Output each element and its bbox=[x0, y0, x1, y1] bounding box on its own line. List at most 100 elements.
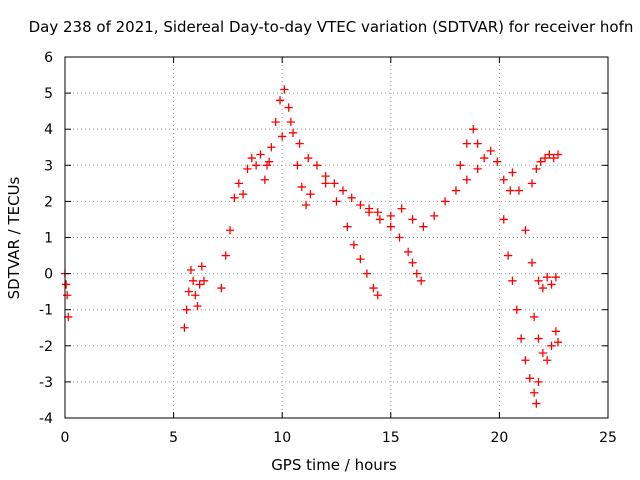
data-point bbox=[512, 305, 521, 314]
y-tick-label: 4 bbox=[44, 122, 53, 138]
data-point bbox=[538, 348, 547, 358]
series-8 bbox=[386, 222, 426, 285]
data-point bbox=[551, 273, 561, 282]
data-point bbox=[508, 168, 517, 177]
series-2 bbox=[180, 262, 209, 332]
series-12 bbox=[527, 150, 563, 188]
data-point bbox=[343, 222, 352, 231]
data-point bbox=[356, 200, 365, 210]
y-axis-title: SDTVAR / TECUs bbox=[5, 176, 23, 299]
data-point bbox=[321, 179, 330, 188]
data-point bbox=[540, 153, 550, 163]
data-point bbox=[530, 312, 539, 322]
data-point bbox=[364, 208, 374, 217]
data-point bbox=[375, 215, 385, 224]
data-point bbox=[538, 283, 547, 293]
data-point bbox=[262, 161, 272, 170]
data-point bbox=[386, 211, 395, 220]
data-point bbox=[64, 312, 73, 322]
data-point bbox=[182, 305, 191, 314]
data-point bbox=[397, 204, 406, 213]
data-point bbox=[199, 276, 209, 285]
data-point bbox=[469, 125, 478, 134]
data-point bbox=[499, 175, 508, 184]
data-points bbox=[60, 85, 563, 408]
x-tick-label: 20 bbox=[490, 430, 508, 446]
data-point bbox=[543, 356, 552, 365]
data-point bbox=[251, 161, 261, 170]
data-point bbox=[480, 153, 489, 163]
y-tick-label: -3 bbox=[39, 375, 53, 391]
data-point bbox=[486, 146, 495, 156]
data-point bbox=[543, 273, 552, 282]
data-point bbox=[412, 269, 422, 278]
data-point bbox=[238, 190, 248, 199]
data-point bbox=[532, 399, 541, 408]
data-point bbox=[288, 128, 298, 137]
data-point bbox=[195, 280, 204, 289]
y-tick-label: 2 bbox=[44, 194, 53, 210]
data-point bbox=[373, 208, 382, 217]
data-point bbox=[534, 276, 543, 285]
data-point bbox=[527, 179, 537, 188]
data-point bbox=[404, 247, 413, 257]
data-point bbox=[221, 251, 230, 260]
data-point bbox=[234, 179, 243, 188]
data-point bbox=[260, 175, 269, 184]
data-point bbox=[280, 85, 289, 94]
data-point bbox=[61, 280, 71, 289]
data-point bbox=[525, 374, 534, 383]
data-point bbox=[408, 258, 417, 267]
series-3 bbox=[217, 150, 274, 293]
data-point bbox=[516, 334, 526, 343]
data-point bbox=[456, 161, 465, 170]
data-point bbox=[267, 143, 276, 152]
y-tick-label: -2 bbox=[39, 339, 53, 355]
data-point bbox=[256, 150, 265, 159]
data-point bbox=[180, 323, 189, 332]
data-point bbox=[451, 186, 461, 195]
series-6 bbox=[321, 179, 382, 300]
data-point bbox=[521, 226, 530, 235]
data-point bbox=[356, 255, 365, 264]
data-point bbox=[547, 341, 556, 350]
data-point bbox=[506, 186, 515, 195]
data-point bbox=[417, 276, 426, 285]
data-point bbox=[243, 164, 252, 174]
chart-title: Day 238 of 2021, Sidereal Day-to-day VTE… bbox=[29, 18, 634, 36]
y-tick-label: 3 bbox=[44, 158, 53, 174]
y-tick-label: 6 bbox=[44, 50, 53, 66]
x-tick-label: 0 bbox=[61, 430, 70, 446]
data-point bbox=[395, 233, 404, 242]
x-tick-label: 25 bbox=[599, 430, 617, 446]
data-point bbox=[547, 280, 556, 289]
y-tick-label: 5 bbox=[44, 86, 53, 102]
data-point bbox=[386, 222, 395, 231]
data-point bbox=[362, 269, 372, 278]
data-point bbox=[247, 153, 256, 163]
x-tick-label: 10 bbox=[273, 430, 291, 446]
data-point bbox=[349, 240, 359, 249]
data-point bbox=[293, 161, 302, 170]
data-point bbox=[527, 258, 537, 267]
series-9 bbox=[456, 125, 515, 195]
data-point bbox=[549, 153, 558, 163]
data-point bbox=[306, 190, 315, 199]
data-point bbox=[186, 265, 196, 275]
data-point bbox=[301, 200, 311, 210]
data-point bbox=[321, 171, 330, 181]
data-point bbox=[493, 157, 502, 166]
data-point bbox=[330, 179, 339, 188]
data-point bbox=[473, 139, 482, 148]
data-point bbox=[347, 193, 356, 202]
data-point bbox=[275, 96, 285, 105]
series-10 bbox=[499, 215, 543, 408]
data-point bbox=[430, 211, 439, 220]
data-point bbox=[499, 215, 508, 224]
plot-frame bbox=[64, 56, 609, 419]
data-point bbox=[534, 334, 543, 343]
y-tick-label: -1 bbox=[39, 303, 53, 319]
data-point bbox=[184, 287, 193, 296]
